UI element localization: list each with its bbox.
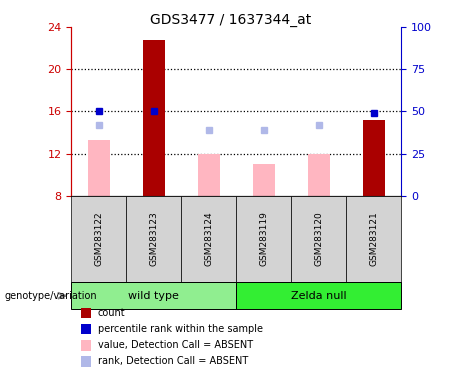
Text: percentile rank within the sample: percentile rank within the sample (98, 324, 263, 334)
Bar (363, 120, 384, 196)
Text: rank, Detection Call = ABSENT: rank, Detection Call = ABSENT (98, 356, 248, 366)
Text: GSM283123: GSM283123 (149, 212, 159, 266)
Text: GSM283120: GSM283120 (314, 212, 323, 266)
Text: genotype/variation: genotype/variation (5, 291, 97, 301)
Text: GSM283122: GSM283122 (95, 212, 103, 266)
Bar (253, 164, 275, 196)
Text: GDS3477 / 1637344_at: GDS3477 / 1637344_at (150, 13, 311, 27)
Text: count: count (98, 308, 125, 318)
Text: GSM283119: GSM283119 (259, 212, 268, 266)
Bar (363, 120, 384, 196)
Text: wild type: wild type (129, 291, 179, 301)
Bar (198, 154, 220, 196)
Text: GSM283121: GSM283121 (369, 212, 378, 266)
Text: GSM283124: GSM283124 (204, 212, 213, 266)
Bar (143, 40, 165, 196)
Bar (307, 154, 330, 196)
Text: value, Detection Call = ABSENT: value, Detection Call = ABSENT (98, 340, 253, 350)
Text: Zelda null: Zelda null (291, 291, 347, 301)
Bar (88, 140, 110, 196)
